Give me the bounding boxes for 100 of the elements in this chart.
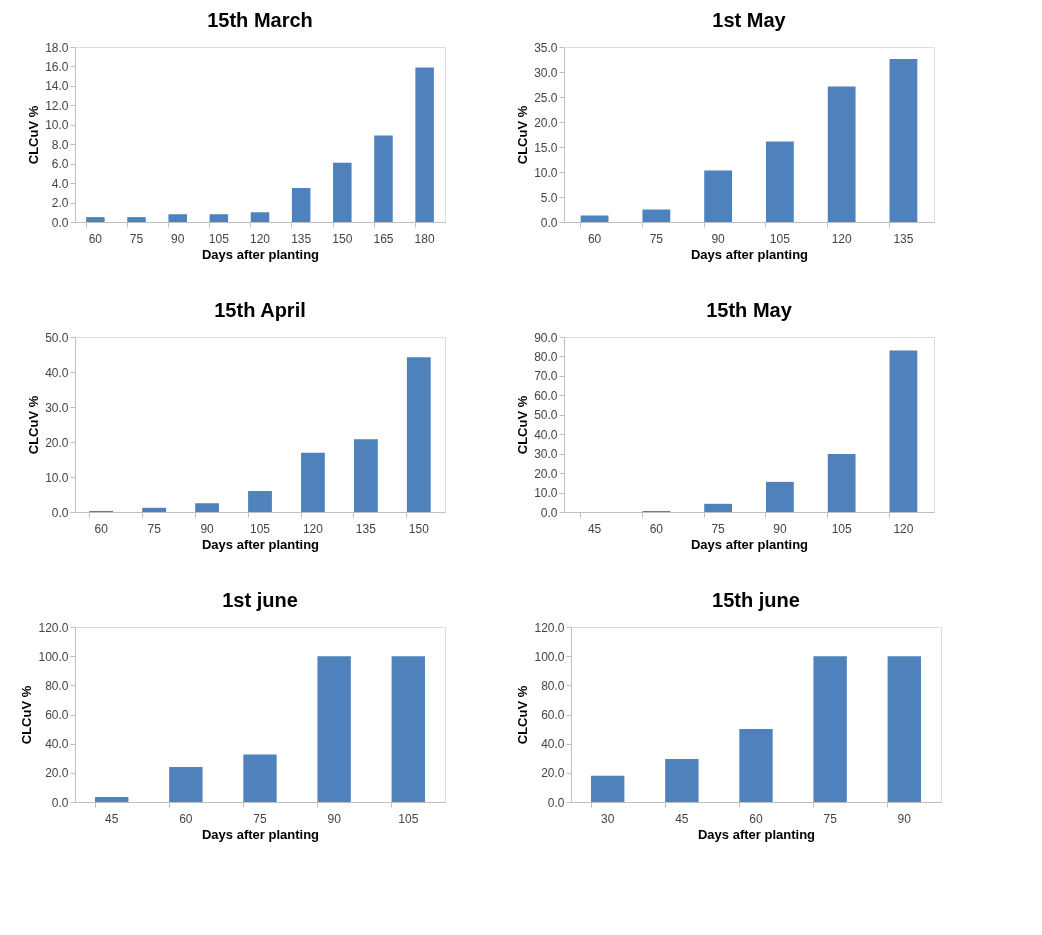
x-tick-label: 75 bbox=[649, 231, 664, 246]
bar bbox=[317, 656, 351, 802]
y-tick-label: 60.0 bbox=[45, 708, 69, 722]
x-tick-label: 135 bbox=[291, 231, 312, 246]
x-tick-label: 75 bbox=[711, 521, 726, 536]
chart-title: 1st june bbox=[222, 589, 298, 611]
bar bbox=[827, 86, 856, 222]
bar bbox=[127, 217, 146, 222]
y-tick-label: 80.0 bbox=[45, 678, 69, 693]
y-tick-label: 0.0 bbox=[540, 215, 558, 230]
y-tick-label: 10.0 bbox=[45, 118, 69, 133]
x-tick-label: 60 bbox=[749, 811, 763, 826]
y-tick-label: 18.0 bbox=[45, 40, 69, 55]
y-tick-label: 12.0 bbox=[45, 98, 69, 113]
y-tick-label: 0.0 bbox=[547, 795, 565, 810]
bar bbox=[209, 214, 229, 222]
bar bbox=[739, 729, 773, 802]
y-tick-label: 60.0 bbox=[534, 388, 558, 403]
bar bbox=[704, 170, 733, 222]
y-tick-label: 35.0 bbox=[534, 40, 558, 55]
y-tick-label: 16.0 bbox=[45, 59, 69, 74]
chart-title: 15th April bbox=[214, 299, 306, 321]
x-tick-label: 45 bbox=[105, 811, 119, 826]
y-tick-label: 100.0 bbox=[38, 649, 69, 664]
y-tick-label: 10.0 bbox=[534, 165, 558, 180]
y-tick-label: 20.0 bbox=[534, 466, 558, 481]
bar bbox=[889, 59, 918, 222]
bar bbox=[391, 656, 425, 802]
y-tick-label: 90.0 bbox=[534, 330, 558, 345]
y-tick-label: 6.0 bbox=[51, 157, 69, 172]
y-tick-label: 20.0 bbox=[541, 766, 565, 781]
y-tick-label: 30.0 bbox=[45, 400, 69, 415]
bar bbox=[642, 209, 671, 222]
x-tick-label: 75 bbox=[129, 231, 144, 246]
bar bbox=[765, 481, 794, 512]
x-tick-label: 120 bbox=[831, 231, 852, 246]
x-axis-title: Days after planting bbox=[690, 246, 809, 262]
y-tick-label: 0.0 bbox=[540, 505, 558, 520]
y-tick-label: 0.0 bbox=[51, 795, 69, 810]
x-tick-label: 30 bbox=[601, 811, 615, 826]
y-tick-label: 30.0 bbox=[534, 65, 558, 80]
bar bbox=[243, 754, 277, 802]
x-tick-label: 60 bbox=[649, 521, 664, 536]
bar bbox=[353, 439, 378, 512]
bar bbox=[591, 775, 625, 802]
x-tick-label: 75 bbox=[823, 811, 838, 826]
bar bbox=[827, 454, 856, 512]
x-tick-label: 60 bbox=[94, 521, 109, 536]
y-tick-label: 4.0 bbox=[51, 176, 69, 191]
y-tick-label: 80.0 bbox=[534, 349, 558, 364]
y-tick-label: 20.0 bbox=[45, 435, 69, 450]
y-tick-label: 10.0 bbox=[45, 470, 69, 485]
x-tick-label: 120 bbox=[893, 521, 914, 536]
x-tick-label: 90 bbox=[327, 811, 342, 826]
y-tick-label: 14.0 bbox=[45, 79, 69, 94]
x-tick-label: 90 bbox=[200, 521, 215, 536]
y-tick-label: 30.0 bbox=[534, 447, 558, 462]
chart-title: 15th june bbox=[712, 589, 800, 611]
y-tick-label: 40.0 bbox=[534, 427, 558, 442]
bar bbox=[142, 507, 167, 512]
x-axis-title: Days after planting bbox=[201, 536, 320, 552]
y-tick-label: 0.0 bbox=[51, 215, 69, 230]
x-tick-label: 150 bbox=[332, 231, 353, 246]
y-tick-label: 100.0 bbox=[534, 649, 565, 664]
bar bbox=[406, 357, 431, 512]
y-tick-label: 20.0 bbox=[45, 766, 69, 781]
bar bbox=[169, 767, 203, 802]
x-tick-label: 180 bbox=[414, 231, 435, 246]
y-tick-label: 2.0 bbox=[51, 196, 69, 211]
y-tick-label: 120.0 bbox=[38, 620, 69, 635]
y-tick-label: 70.0 bbox=[534, 369, 558, 384]
x-axis-title: Days after planting bbox=[690, 536, 809, 552]
chart-title: 15th May bbox=[706, 299, 793, 321]
bar bbox=[887, 656, 921, 802]
x-axis-title: Days after planting bbox=[697, 826, 816, 842]
x-tick-label: 45 bbox=[675, 811, 689, 826]
x-tick-label: 105 bbox=[831, 521, 852, 536]
y-tick-label: 50.0 bbox=[45, 330, 69, 345]
x-tick-label: 90 bbox=[171, 231, 185, 246]
x-axis-title: Days after planting bbox=[201, 246, 320, 262]
y-tick-label: 25.0 bbox=[534, 90, 558, 105]
bar bbox=[195, 503, 219, 512]
x-tick-label: 90 bbox=[897, 811, 912, 826]
y-tick-label: 50.0 bbox=[534, 408, 558, 423]
y-tick-label: 20.0 bbox=[534, 115, 558, 130]
y-tick-label: 80.0 bbox=[541, 678, 565, 693]
x-tick-label: 105 bbox=[249, 521, 271, 536]
bar bbox=[250, 212, 270, 222]
y-tick-label: 0.0 bbox=[51, 505, 69, 520]
y-tick-label: 10.0 bbox=[534, 486, 558, 501]
x-tick-label: 105 bbox=[208, 231, 230, 246]
x-tick-label: 165 bbox=[373, 231, 394, 246]
y-tick-label: 40.0 bbox=[541, 737, 565, 752]
chart-title: 15th March bbox=[207, 9, 313, 31]
x-tick-label: 135 bbox=[355, 521, 377, 536]
bar bbox=[580, 215, 609, 222]
y-tick-label: 40.0 bbox=[45, 365, 69, 380]
chart-title: 1st May bbox=[712, 9, 787, 31]
x-tick-label: 75 bbox=[147, 521, 162, 536]
bar bbox=[248, 491, 272, 512]
